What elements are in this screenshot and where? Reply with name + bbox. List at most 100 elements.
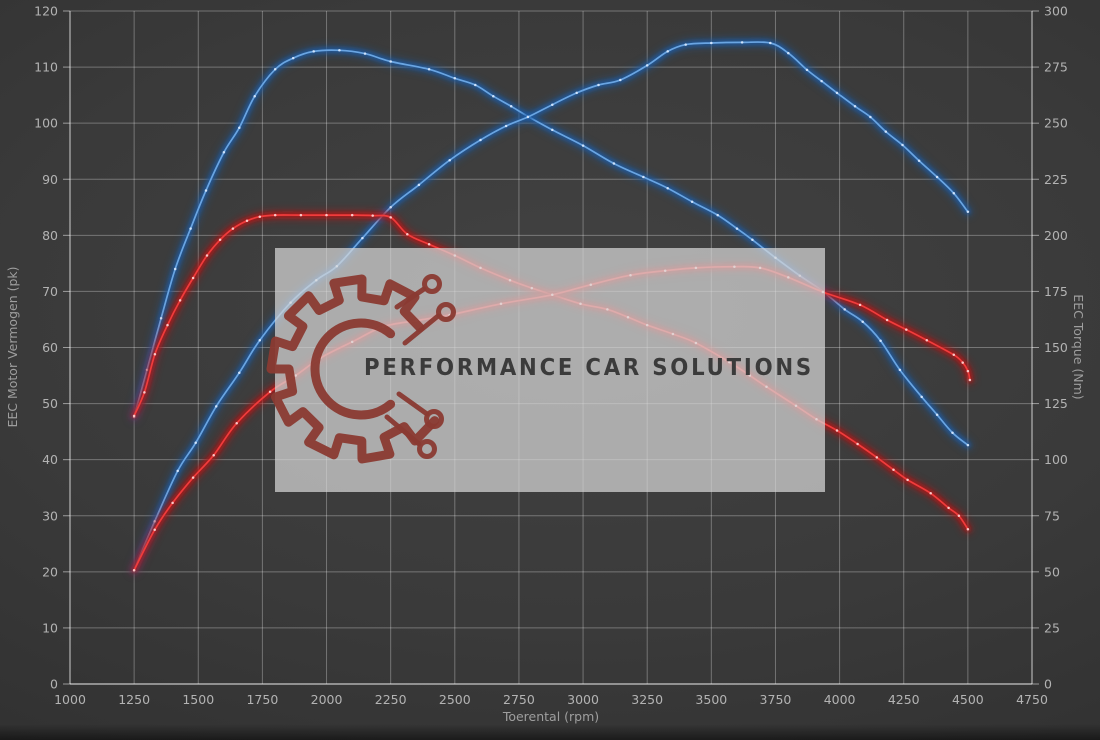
y-right-axis-title: EEC Torque (Nm) xyxy=(1071,294,1086,399)
curve-power-tuned-blue xyxy=(129,37,973,576)
axis-lines xyxy=(63,10,1039,685)
data-point xyxy=(132,568,136,572)
y-left-tick-label: 110 xyxy=(34,60,58,75)
circuit-trace xyxy=(396,391,430,417)
data-point xyxy=(273,68,277,71)
data-point xyxy=(787,51,790,55)
data-point xyxy=(448,158,451,162)
data-point xyxy=(917,159,921,162)
y-right-tick-label: 175 xyxy=(1044,284,1068,299)
data-point xyxy=(853,105,857,108)
gear-teeth xyxy=(266,274,440,464)
y-left-tick-label: 90 xyxy=(42,172,58,187)
data-point xyxy=(238,126,241,129)
data-point xyxy=(642,175,645,179)
data-point xyxy=(143,391,146,394)
x-tick-label: 3750 xyxy=(760,692,792,707)
data-point xyxy=(901,143,904,147)
data-point xyxy=(935,413,939,417)
data-point xyxy=(935,175,939,179)
bottom-vignette xyxy=(0,724,1100,740)
data-point xyxy=(861,320,864,323)
data-point xyxy=(929,492,932,495)
y-right-tick-label: 200 xyxy=(1044,228,1068,243)
data-point xyxy=(879,339,882,343)
watermark-text: PERFORMANCE CAR SOLUTIONS xyxy=(364,355,814,381)
data-point xyxy=(906,478,909,482)
data-point xyxy=(258,215,262,218)
y-right-tick-label: 250 xyxy=(1044,116,1068,131)
x-tick-label: 2250 xyxy=(375,692,407,707)
data-point xyxy=(171,501,174,505)
data-point xyxy=(710,41,713,45)
data-point xyxy=(389,206,392,209)
data-point xyxy=(361,236,364,240)
data-point xyxy=(159,317,163,320)
y-right-tick-label: 150 xyxy=(1044,340,1068,355)
x-tick-label: 2000 xyxy=(311,692,343,707)
y-left-tick-label: 80 xyxy=(42,228,58,243)
y-left-axis-title: EEC Motor Vermogen (pk) xyxy=(5,266,20,427)
y-left-tick-label: 0 xyxy=(50,677,58,692)
x-tick-label: 4500 xyxy=(952,692,984,707)
x-tick-label: 3000 xyxy=(567,692,599,707)
data-point xyxy=(325,213,328,217)
data-point xyxy=(597,83,600,87)
gear-inner-ring xyxy=(310,318,396,420)
y-right-tick-label: 125 xyxy=(1044,396,1068,411)
data-point xyxy=(612,162,616,165)
x-tick-label: 3500 xyxy=(695,692,727,707)
data-point xyxy=(843,308,846,311)
circuit-node xyxy=(436,302,456,322)
data-point xyxy=(222,151,226,154)
data-point xyxy=(875,456,879,459)
data-point xyxy=(619,78,622,82)
data-point xyxy=(371,214,374,217)
y-right-tick-label: 100 xyxy=(1044,452,1068,467)
x-tick-label: 1750 xyxy=(246,692,278,707)
data-point xyxy=(835,91,839,95)
data-point xyxy=(504,124,508,128)
data-point xyxy=(212,453,215,457)
x-tick-label: 4000 xyxy=(824,692,856,707)
y-left-tick-label: 20 xyxy=(42,564,58,579)
data-point xyxy=(191,276,195,280)
x-tick-label: 4750 xyxy=(1016,692,1048,707)
data-point xyxy=(253,94,256,98)
watermark: PERFORMANCE CAR SOLUTIONS xyxy=(266,248,825,492)
data-point xyxy=(966,443,970,447)
data-point xyxy=(952,192,956,195)
data-point xyxy=(299,213,303,217)
data-point xyxy=(218,238,222,242)
data-point xyxy=(258,338,262,342)
data-point xyxy=(492,94,495,98)
data-point xyxy=(684,43,687,46)
y-left-tick-label: 100 xyxy=(34,116,58,131)
data-point xyxy=(474,83,477,87)
data-point xyxy=(966,369,970,373)
data-point xyxy=(291,56,295,60)
circuit-node xyxy=(422,274,442,294)
data-point xyxy=(132,414,136,418)
y-right-tick-label: 25 xyxy=(1044,620,1060,635)
data-point xyxy=(204,189,208,192)
data-point xyxy=(751,238,754,242)
circuit-node xyxy=(417,439,437,459)
data-point xyxy=(957,514,961,518)
data-point xyxy=(968,378,972,382)
data-point xyxy=(869,115,872,119)
data-point xyxy=(947,506,950,510)
circuit-trace xyxy=(384,414,422,447)
y-left-tick-label: 40 xyxy=(42,452,58,467)
data-point xyxy=(389,216,392,219)
x-tick-label: 1250 xyxy=(118,692,150,707)
data-point xyxy=(952,353,956,357)
data-point xyxy=(740,41,744,44)
data-point xyxy=(214,405,218,408)
data-point xyxy=(479,138,482,142)
data-point xyxy=(312,50,315,53)
y-right-tick-label: 50 xyxy=(1044,564,1060,579)
data-point xyxy=(820,79,823,83)
data-point xyxy=(509,105,513,108)
